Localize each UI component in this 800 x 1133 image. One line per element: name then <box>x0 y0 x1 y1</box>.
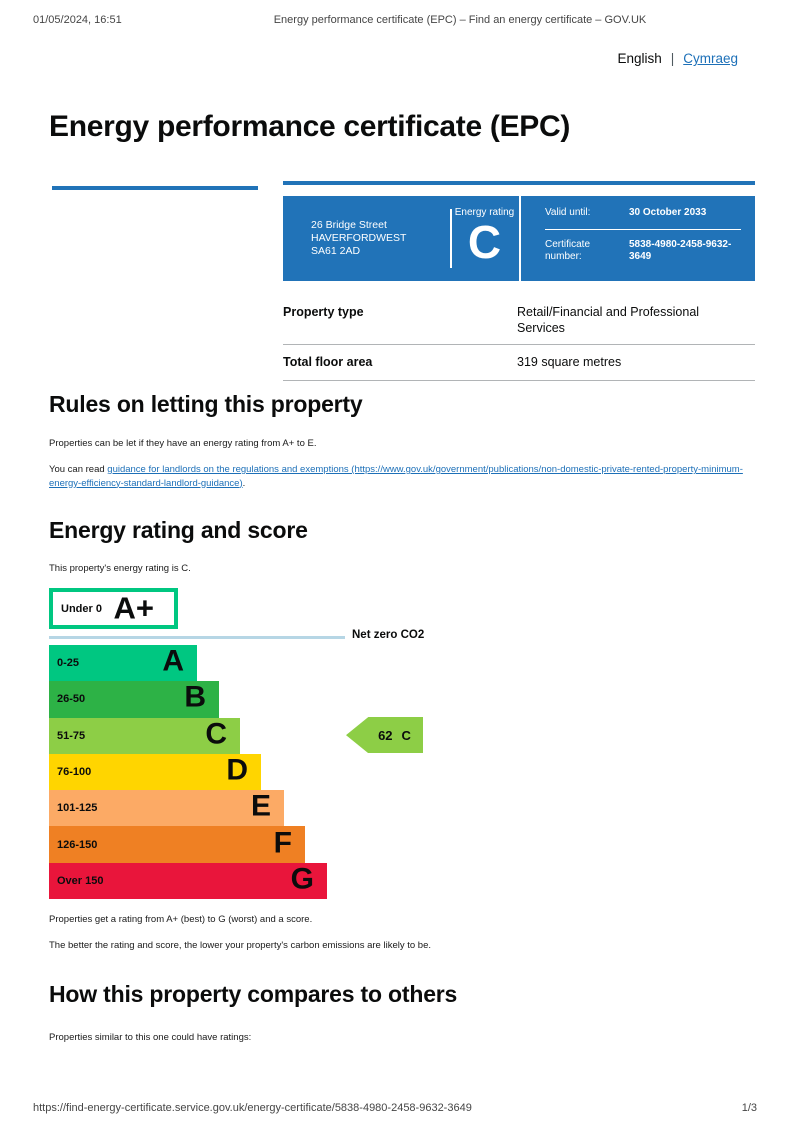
table-row-floor-area: Total floor area 319 square metres <box>283 345 755 381</box>
letting-paragraph-2: You can read guidance for landlords on t… <box>49 463 758 490</box>
print-datetime: 01/05/2024, 16:51 <box>33 14 122 26</box>
language-separator: | <box>670 51 675 66</box>
certificate-number-row: Certificate number: 5838-4980-2458-9632-… <box>545 239 755 264</box>
valid-until-value: 30 October 2033 <box>629 207 707 218</box>
epc-band-f: 126-150 F <box>49 826 305 863</box>
compare-intro: Properties similar to this one could hav… <box>49 1032 252 1043</box>
certificate-top-rule <box>283 181 755 185</box>
band-e-letter: E <box>250 789 271 823</box>
band-f-letter: F <box>273 826 292 860</box>
score-pointer: 62 C <box>346 717 423 754</box>
property-address: 26 Bridge Street HAVERFORDWEST SA61 2AD <box>283 196 450 281</box>
address-line-1: 26 Bridge Street <box>311 219 387 231</box>
landlord-guidance-link[interactable]: guidance for landlords on the regulation… <box>49 464 743 489</box>
address-line-2: HAVERFORDWEST <box>311 232 407 244</box>
rating-intro: This property's energy rating is C. <box>49 563 191 574</box>
energy-rating-value: C <box>467 216 502 268</box>
band-f-range: 126-150 <box>57 838 98 851</box>
band-e-range: 101-125 <box>57 802 98 815</box>
band-g-letter: G <box>290 862 314 896</box>
welsh-language-link[interactable]: Cymraeg <box>683 51 738 66</box>
sidebar-top-rule <box>52 186 258 190</box>
floor-area-value: 319 square metres <box>517 355 622 369</box>
certificate-number-label: Certificate number: <box>545 238 591 263</box>
rating-heading: Energy rating and score <box>49 517 308 543</box>
address-line-3: SA61 2AD <box>311 245 361 257</box>
rating-note-1: Properties get a rating from A+ (best) t… <box>49 914 313 925</box>
epc-band-b: 26-50 B <box>49 681 219 718</box>
page-title: Energy performance certificate (EPC) <box>49 110 571 143</box>
certificate-number-value: 5838-4980-2458-9632-3649 <box>629 238 732 263</box>
epc-band-a-plus: Under 0 A+ <box>49 588 178 629</box>
score-band: C <box>401 727 411 743</box>
epc-band-e: 101-125 E <box>49 789 284 827</box>
epc-band-d: 76-100 D <box>49 753 261 791</box>
property-type-value: Retail/Financial and Professional Servic… <box>517 305 700 335</box>
certificate-details-panel: Valid until: 30 October 2033 Certificate… <box>519 196 755 281</box>
rating-note-2: The better the rating and score, the low… <box>49 940 432 951</box>
band-a-plus-range: Under 0 <box>61 602 102 615</box>
certificate-box-divider <box>450 209 452 268</box>
band-a-range: 0-25 <box>57 657 80 670</box>
certificate-summary-box: 26 Bridge Street HAVERFORDWEST SA61 2AD … <box>283 196 755 281</box>
letting-paragraph-2-suffix: . <box>242 477 246 489</box>
table-row-property-type: Property type Retail/Financial and Profe… <box>283 281 755 345</box>
print-document-title: Energy performance certificate (EPC) – F… <box>273 14 647 26</box>
band-b-range: 26-50 <box>57 693 86 706</box>
band-c-range: 51-75 <box>57 729 86 742</box>
compare-heading: How this property compares to others <box>49 981 458 1007</box>
certificate-details-divider <box>545 228 741 230</box>
band-a-plus-letter: A+ <box>113 589 155 625</box>
epc-band-g: Over 150 G <box>49 862 327 900</box>
band-g-range: Over 150 <box>57 874 104 887</box>
valid-until-row: Valid until: 30 October 2033 <box>545 207 755 220</box>
floor-area-label: Total floor area <box>283 355 373 369</box>
band-a-letter: A <box>162 644 184 678</box>
language-switcher: English | Cymraeg <box>617 51 738 66</box>
valid-until-label: Valid until: <box>545 207 591 218</box>
score-value: 62 <box>378 727 393 743</box>
energy-rating-panel: Energy rating C <box>450 196 519 281</box>
letting-paragraph-1: Properties can be let if they have an en… <box>49 438 317 449</box>
band-d-range: 76-100 <box>57 766 92 779</box>
print-page-indicator: 1/3 <box>741 1102 757 1114</box>
epc-band-c: 51-75 C <box>49 717 240 754</box>
language-current: English <box>617 51 662 66</box>
band-b-letter: B <box>184 681 206 715</box>
letting-paragraph-2-prefix: You can read <box>49 464 108 475</box>
band-d-letter: D <box>226 753 248 787</box>
print-footer-url: https://find-energy-certificate.service.… <box>33 1102 472 1114</box>
net-zero-label: Net zero CO2 <box>352 629 425 641</box>
net-zero-line <box>49 636 345 639</box>
energy-rating-label: Energy rating <box>454 207 515 218</box>
band-c-letter: C <box>205 717 227 751</box>
certificate-column: 26 Bridge Street HAVERFORDWEST SA61 2AD … <box>283 181 755 381</box>
letting-heading: Rules on letting this property <box>49 391 363 417</box>
property-type-label: Property type <box>283 305 364 319</box>
energy-rating-chart: Under 0 A+ Net zero CO2 0-25 A 26-50 B 5… <box>49 588 649 903</box>
epc-bands: 0-25 A 26-50 B 51-75 C 76-100 D 101-125 … <box>49 644 327 900</box>
epc-band-a: 0-25 A <box>49 644 197 682</box>
